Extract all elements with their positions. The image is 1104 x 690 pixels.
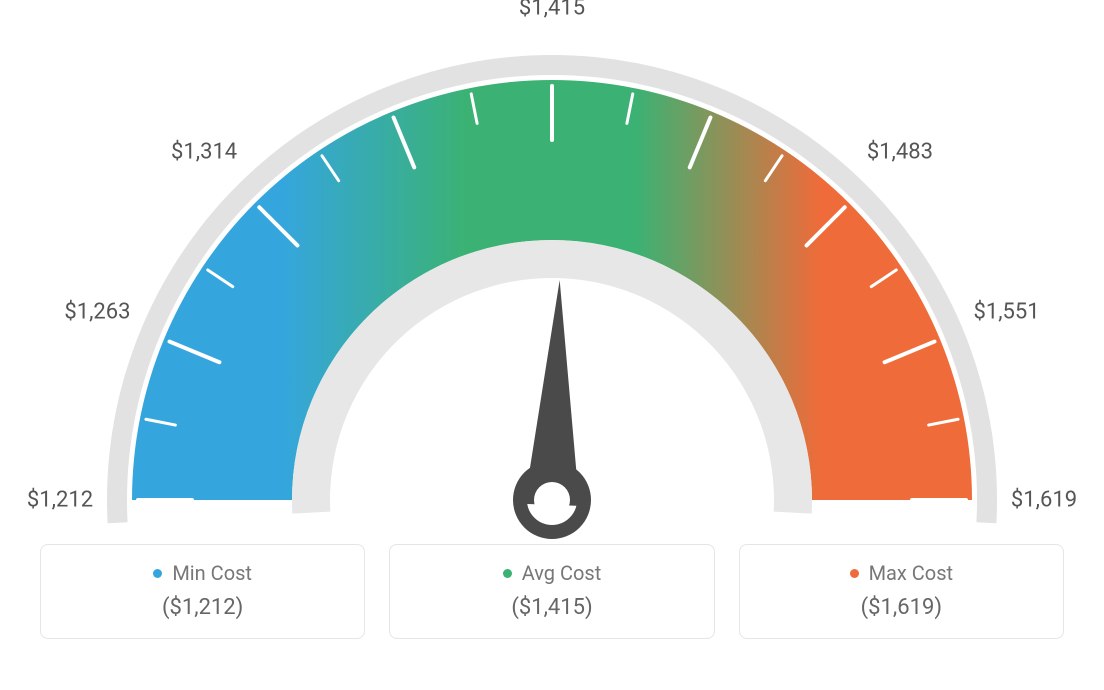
gauge-tick-label: $1,314 xyxy=(171,140,237,165)
avg-dot-icon xyxy=(503,569,512,578)
avg-cost-title: Avg Cost xyxy=(503,561,602,585)
gauge-svg xyxy=(0,0,1104,540)
gauge-tick-label: $1,619 xyxy=(1011,488,1077,513)
gauge-tick-label: $1,263 xyxy=(64,299,130,324)
max-cost-value: ($1,619) xyxy=(760,595,1043,620)
gauge-chart: $1,212 $1,263 $1,314 $1,415 $1,483 $1,551 $1,6… xyxy=(0,0,1104,540)
gauge-tick-label: $1,212 xyxy=(27,488,93,513)
max-cost-card: Max Cost ($1,619) xyxy=(739,544,1064,639)
cost-cards-row: Min Cost ($1,212) Avg Cost ($1,415) Max … xyxy=(0,544,1104,639)
avg-cost-label: Avg Cost xyxy=(522,561,602,585)
avg-cost-value: ($1,415) xyxy=(410,595,693,620)
min-cost-value: ($1,212) xyxy=(61,595,344,620)
max-cost-label: Max Cost xyxy=(869,561,954,585)
min-cost-title: Min Cost xyxy=(153,561,252,585)
max-cost-title: Max Cost xyxy=(850,561,954,585)
gauge-tick-label: $1,551 xyxy=(973,299,1039,324)
min-dot-icon xyxy=(153,569,162,578)
min-cost-card: Min Cost ($1,212) xyxy=(40,544,365,639)
max-dot-icon xyxy=(850,569,859,578)
gauge-tick-label: $1,415 xyxy=(519,0,585,21)
avg-cost-card: Avg Cost ($1,415) xyxy=(389,544,714,639)
min-cost-label: Min Cost xyxy=(172,561,252,585)
gauge-tick-label: $1,483 xyxy=(867,140,933,165)
